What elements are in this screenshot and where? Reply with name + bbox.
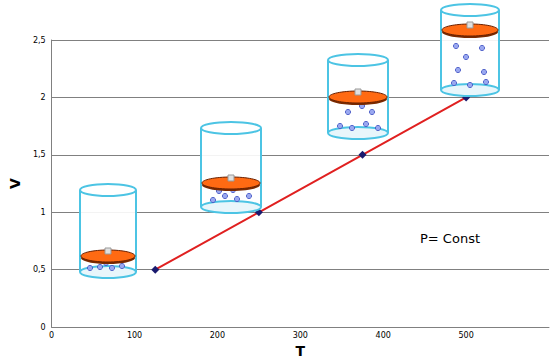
svg-text:T: T (296, 343, 306, 359)
svg-text:0,5: 0,5 (33, 265, 46, 274)
svg-text:1,5: 1,5 (33, 150, 46, 159)
svg-text:1: 1 (41, 208, 46, 217)
svg-text:200: 200 (210, 331, 225, 340)
svg-text:400: 400 (376, 331, 391, 340)
svg-text:V: V (7, 178, 23, 189)
svg-text:0: 0 (41, 323, 46, 332)
svg-text:P= Const: P= Const (420, 231, 480, 246)
svg-text:0: 0 (49, 331, 54, 340)
svg-text:2,5: 2,5 (33, 36, 46, 45)
svg-text:300: 300 (293, 331, 308, 340)
svg-text:500: 500 (458, 331, 473, 340)
svg-text:2: 2 (41, 93, 46, 102)
svg-text:100: 100 (127, 331, 142, 340)
